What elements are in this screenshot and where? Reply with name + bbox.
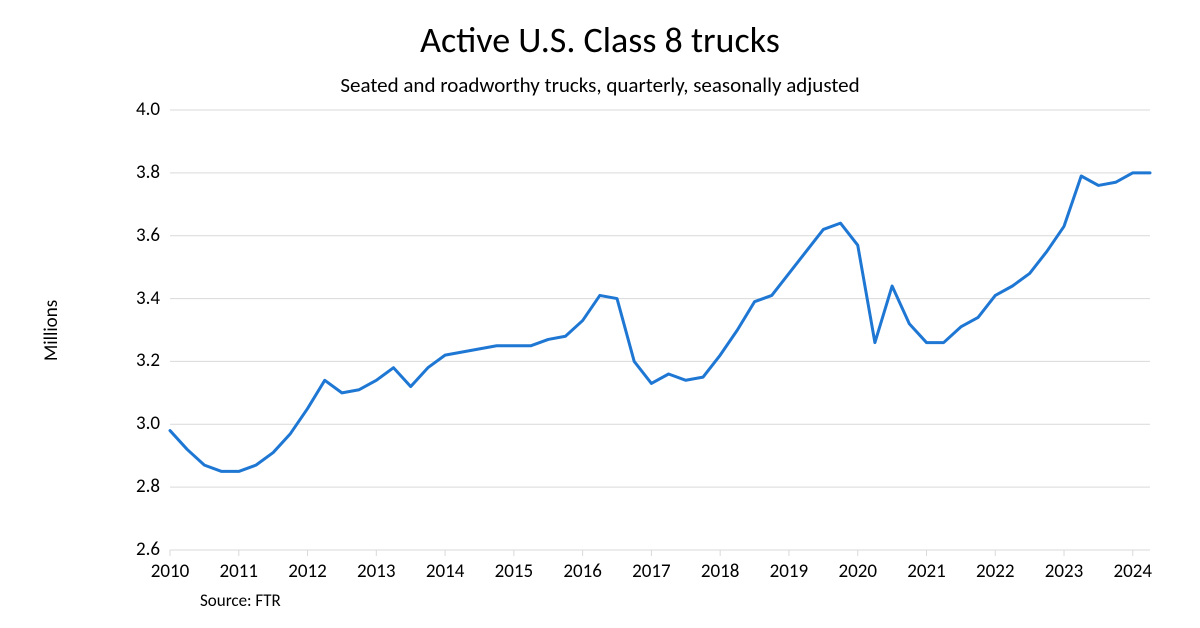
x-tick-label: 2013 <box>346 560 406 583</box>
x-tick-label: 2020 <box>828 560 888 583</box>
x-tick-label: 2011 <box>209 560 269 583</box>
x-tick-label: 2023 <box>1034 560 1094 583</box>
x-tick-label: 2012 <box>278 560 338 583</box>
y-tick-label: 2.6 <box>100 538 160 561</box>
x-tick-label: 2024 <box>1103 560 1163 583</box>
y-tick-label: 2.8 <box>100 475 160 498</box>
x-tick-label: 2018 <box>690 560 750 583</box>
y-tick-label: 3.2 <box>100 349 160 372</box>
x-tick-label: 2019 <box>759 560 819 583</box>
x-tick-label: 2016 <box>553 560 613 583</box>
line-chart-plot <box>0 0 1200 628</box>
y-tick-label: 3.6 <box>100 224 160 247</box>
x-tick-label: 2015 <box>484 560 544 583</box>
y-tick-label: 3.0 <box>100 412 160 435</box>
x-tick-label: 2014 <box>415 560 475 583</box>
chart-container: Active U.S. Class 8 trucks Seated and ro… <box>0 0 1200 628</box>
x-tick-label: 2010 <box>140 560 200 583</box>
x-tick-label: 2017 <box>621 560 681 583</box>
y-tick-label: 3.8 <box>100 161 160 184</box>
y-tick-label: 3.4 <box>100 287 160 310</box>
x-tick-label: 2022 <box>965 560 1025 583</box>
x-tick-label: 2021 <box>896 560 956 583</box>
y-tick-label: 4.0 <box>100 98 160 121</box>
